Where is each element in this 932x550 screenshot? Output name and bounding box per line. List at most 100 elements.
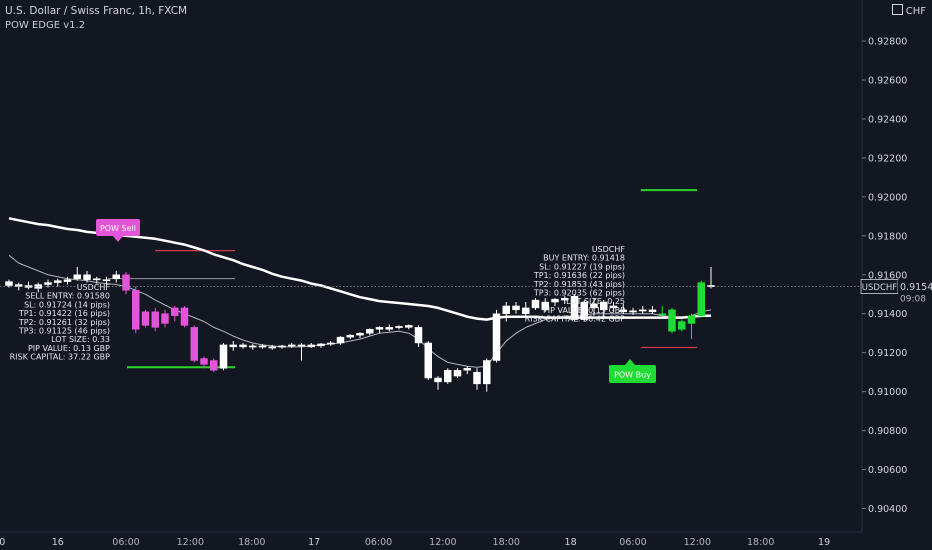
candle xyxy=(648,305,657,314)
buy-tag-pointer xyxy=(625,359,635,365)
sell-info-line: SL: 0.91724 (14 pips) xyxy=(24,300,110,309)
candle xyxy=(112,270,120,283)
time-tick-label: 06:00 xyxy=(619,537,646,548)
time-tick-label: 06:00 xyxy=(365,537,392,548)
candle-body xyxy=(531,299,540,309)
time-tick-label: 18:00 xyxy=(238,537,265,548)
buy-info-line: TP2: 0.91853 (43 pips) xyxy=(533,280,625,289)
sell-info-line: TP3: 0.91125 (46 pips) xyxy=(18,327,110,336)
candle-body xyxy=(93,278,101,281)
candle xyxy=(356,332,364,339)
time-tick-label: 18:00 xyxy=(493,537,520,548)
candle xyxy=(258,343,267,349)
candle xyxy=(34,282,42,293)
price-tick-label: 0.92400 xyxy=(868,114,907,125)
price-tick-label: 0.92600 xyxy=(868,76,907,87)
candle-body xyxy=(619,309,627,313)
candle-body xyxy=(73,274,81,279)
price-tick-label: 0.91600 xyxy=(868,270,907,281)
candle xyxy=(561,296,569,305)
time-tick-label: 19 xyxy=(818,537,830,548)
candle xyxy=(141,309,150,328)
sell-signal-tag: POW Sell xyxy=(96,219,140,242)
candle-body xyxy=(522,307,530,314)
candle-body xyxy=(473,371,481,385)
chart-title: U.S. Dollar / Swiss Franc, 1h, FXCM xyxy=(5,5,188,17)
candle xyxy=(405,324,413,330)
candle-body xyxy=(395,326,403,328)
time-tick-label: 18 xyxy=(565,537,577,548)
candle-body xyxy=(190,327,198,361)
candle xyxy=(551,298,559,306)
candle-body xyxy=(161,313,169,324)
chart-grid xyxy=(0,0,863,533)
candle xyxy=(132,286,140,334)
candle xyxy=(590,298,598,316)
candle xyxy=(307,342,315,348)
candle-body xyxy=(219,344,228,369)
currency-label[interactable]: CHF xyxy=(891,4,926,17)
sell-info-line: TP1: 0.91422 (16 pips) xyxy=(18,309,110,318)
candle-body xyxy=(609,305,618,309)
candle-body xyxy=(658,313,666,316)
candle-body xyxy=(405,325,413,328)
currency-lock-icon xyxy=(891,4,903,15)
price-tick-label: 0.90600 xyxy=(868,465,907,476)
sell-tag-box xyxy=(96,219,140,236)
candle-body xyxy=(590,303,598,309)
candle xyxy=(531,298,540,310)
candle xyxy=(492,309,501,363)
candle-body xyxy=(648,309,657,313)
candle xyxy=(278,344,286,349)
buy-info-line: PIP VALUE: 0.13 GBP xyxy=(543,306,625,315)
candle xyxy=(327,341,335,346)
buy-info-line: TP3: 0.92035 (62 pips) xyxy=(533,289,625,298)
candle-body xyxy=(278,345,286,348)
sell-info-line: TP2: 0.91261 (32 pips) xyxy=(18,318,110,327)
bar-countdown: 09:08 xyxy=(900,294,926,304)
time-tick-label: 06:00 xyxy=(112,537,139,548)
candle xyxy=(171,305,179,322)
candle-body xyxy=(210,360,218,371)
candle xyxy=(444,368,452,384)
candle-body xyxy=(200,358,208,365)
candle xyxy=(473,368,481,390)
candle xyxy=(219,342,228,371)
price-tick-label: 0.91200 xyxy=(868,348,907,359)
price-tick-label: 0.92000 xyxy=(868,192,907,203)
candle xyxy=(268,344,276,350)
candle xyxy=(502,302,510,322)
buy-info-line: LOT SIZE: 0.25 xyxy=(566,297,625,306)
candles xyxy=(5,267,715,392)
candle-body xyxy=(268,346,276,349)
sell-info-line: PIP VALUE: 0.13 GBP xyxy=(28,344,110,353)
last-symbol-tag: USDCHF xyxy=(862,283,897,293)
candle xyxy=(600,300,608,318)
price-axis: 0.92800 0.92600 0.92400 0.92200 0.92000 0.918… xyxy=(0,37,932,515)
candle-body xyxy=(63,279,72,282)
candle-body xyxy=(112,274,120,279)
candle xyxy=(54,278,62,287)
candle xyxy=(424,341,432,380)
candle-body xyxy=(151,311,159,328)
candle xyxy=(570,294,579,322)
candle xyxy=(483,358,491,392)
candle xyxy=(297,342,306,361)
indicator-label[interactable]: POW EDGE v1.2 xyxy=(5,20,86,31)
candle-body xyxy=(54,280,62,283)
candle xyxy=(375,326,384,334)
candle-body xyxy=(171,307,179,316)
sell-info-line: RISK CAPITAL: 37.22 GBP xyxy=(10,353,111,362)
candle-body xyxy=(453,369,462,377)
candle-body xyxy=(356,332,364,336)
buy-info-line: USDCHF xyxy=(592,245,626,254)
candle xyxy=(93,276,101,284)
candle-body xyxy=(434,377,442,383)
candle-body xyxy=(678,321,686,330)
sell-info-line: LOT SIZE: 0.33 xyxy=(51,335,110,344)
time-tick-label: 16 xyxy=(52,537,64,548)
candle xyxy=(707,267,715,289)
